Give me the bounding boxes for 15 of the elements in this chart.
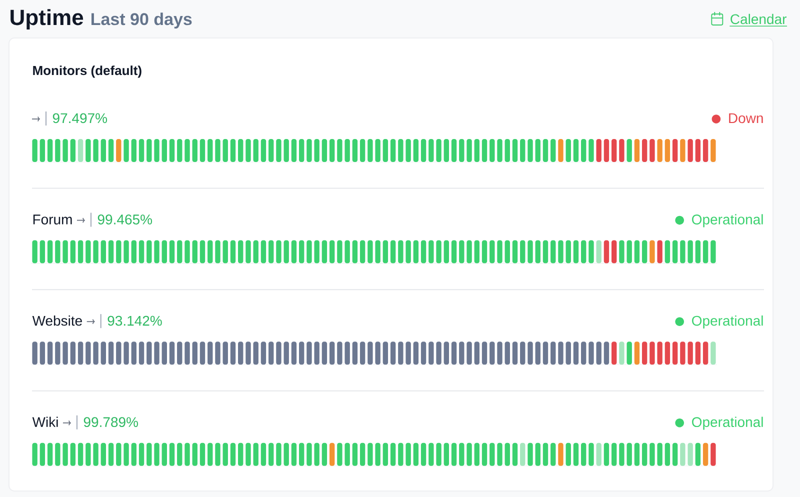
text: Down [729, 113, 763, 124]
text: 99.465% [98, 214, 152, 224]
text: Operational [692, 416, 763, 430]
text: Calendar [730, 14, 786, 24]
text: Operational [692, 214, 763, 228]
text: 99.789% [84, 417, 138, 428]
text: Last 90 days [91, 12, 192, 29]
chart-title: Wiki [32, 416, 58, 427]
text: Monitors (default) [33, 66, 142, 78]
text: 93.142% [108, 316, 162, 326]
text: Uptime [10, 9, 84, 30]
chart-title: Forum [33, 214, 72, 224]
text: 97.497% [52, 113, 108, 124]
chart-title: Website [32, 315, 82, 326]
text: Operational [692, 315, 763, 329]
